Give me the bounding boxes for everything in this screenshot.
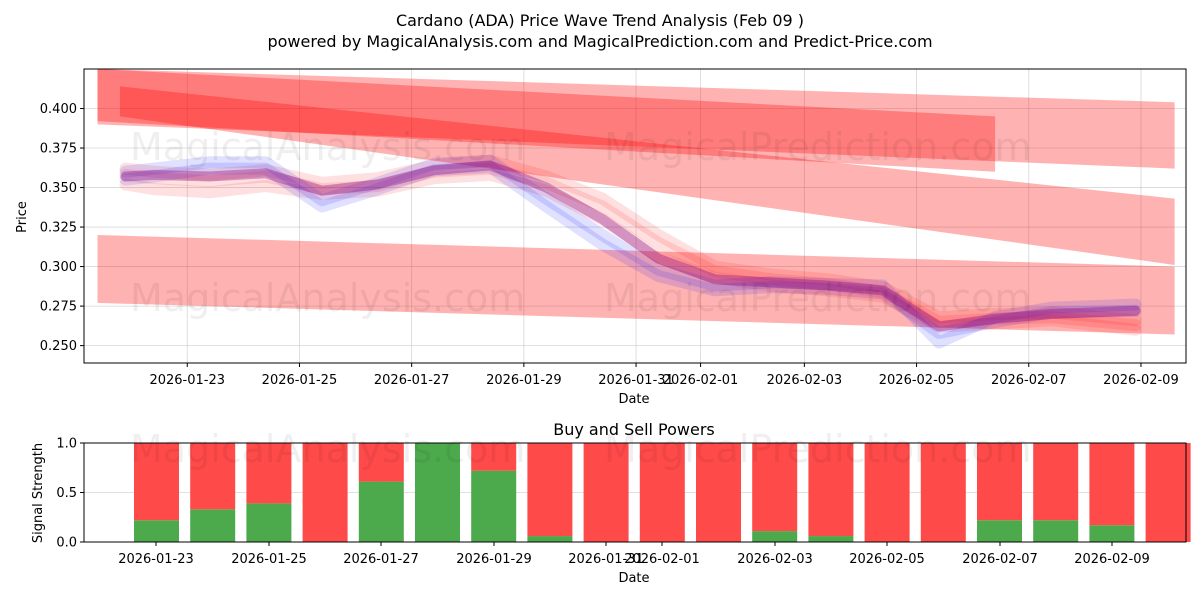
x-tick-label: 2026-02-01 <box>624 552 700 567</box>
x-tick-label: 2026-02-09 <box>1074 552 1150 567</box>
buy-bar <box>358 481 404 542</box>
price-y-axis-label: Price <box>15 201 30 233</box>
buy-bar <box>977 520 1022 542</box>
x-tick-label: 2026-02-07 <box>991 373 1067 388</box>
sell-bar <box>920 443 966 542</box>
sell-bar <box>696 443 741 542</box>
sell-bar <box>752 443 798 532</box>
price-line-wave-purple <box>120 160 1141 332</box>
y-tick-label: 0.350 <box>40 181 77 196</box>
buy-bar <box>415 443 460 542</box>
x-tick-label: 2026-02-01 <box>663 373 739 388</box>
y-tick-label: 1.0 <box>56 437 77 452</box>
watermark-left: MagicalAnalysis.com <box>130 427 525 471</box>
sell-bar <box>134 443 179 521</box>
trend-band-upper-band-1 <box>97 69 1175 169</box>
trend-band-upper-band-2 <box>119 86 1175 265</box>
x-tick-label: 2026-01-29 <box>486 373 562 388</box>
y-tick-label: 0.400 <box>40 102 77 117</box>
watermark-group-top: MagicalAnalysis.com MagicalPrediction.co… <box>130 125 1032 320</box>
buy-bar <box>752 531 798 542</box>
signal-axes: 2026-01-23 2026-01-25 2026-01-27 2026-01-29… <box>56 437 1149 568</box>
sell-bar <box>808 443 854 537</box>
x-tick-label: 2026-02-03 <box>767 373 843 388</box>
signal-chart-title: Buy and Sell Powers <box>553 420 715 439</box>
watermark-right: MagicalPrediction.com <box>604 125 1032 169</box>
price-x-axis-label: Date <box>618 392 649 407</box>
x-tick-label: 2026-01-23 <box>118 552 194 567</box>
x-tick-label: 2026-01-25 <box>262 373 338 388</box>
buy-bar <box>1033 520 1079 542</box>
buy-bar <box>808 536 854 542</box>
y-tick-label: 0.300 <box>40 260 77 275</box>
sell-bar <box>471 443 517 471</box>
sell-bar <box>1033 443 1079 521</box>
buy-bar <box>246 503 292 542</box>
sell-bar <box>1145 443 1191 542</box>
price-line-wave-red-1 <box>119 162 1142 332</box>
x-tick-label: 2026-02-07 <box>962 552 1038 567</box>
watermark-group-bottom: MagicalAnalysis.com MagicalPrediction.co… <box>130 427 1032 471</box>
sell-bar <box>190 443 236 510</box>
x-tick-label: 2026-01-31 <box>598 373 674 388</box>
trend-bands <box>97 69 1175 335</box>
price-line-wave-blue-1 <box>119 154 1142 349</box>
y-tick-label: 0.5 <box>56 486 77 501</box>
watermark-right: MagicalPrediction.com <box>604 427 1032 471</box>
x-tick-label: 2026-01-23 <box>149 373 225 388</box>
sell-bar <box>246 443 292 504</box>
signal-x-axis-label: Date <box>618 571 649 586</box>
x-tick-label: 2026-01-31 <box>568 552 644 567</box>
y-tick-label: 0.0 <box>56 536 77 551</box>
price-line-wave-red-2 <box>119 168 1142 336</box>
buy-bar <box>134 520 179 542</box>
y-tick-label: 0.375 <box>40 142 77 157</box>
sell-bar <box>639 443 685 542</box>
x-tick-label: 2026-02-09 <box>1103 373 1179 388</box>
sell-bar <box>977 443 1022 521</box>
x-tick-label: 2026-01-27 <box>343 552 419 567</box>
price-plot-frame <box>83 68 1187 364</box>
sell-bar <box>864 443 910 542</box>
trend-band-upper-band-3 <box>97 69 996 172</box>
watermark-left: MagicalAnalysis.com <box>130 276 525 320</box>
chart-subtitle: powered by MagicalAnalysis.com and Magic… <box>267 32 932 51</box>
y-tick-label: 0.275 <box>40 300 77 315</box>
signal-y-axis-label: Signal Strength <box>31 443 46 543</box>
price-waves <box>119 154 1142 349</box>
buy-bar <box>471 470 517 542</box>
buy-bar <box>190 509 236 542</box>
watermark-left: MagicalAnalysis.com <box>130 125 525 169</box>
signal-bars <box>134 443 1191 542</box>
sell-bar <box>583 443 629 542</box>
buy-bar <box>527 536 573 542</box>
sell-bar <box>1089 443 1135 526</box>
chart-title: Cardano (ADA) Price Wave Trend Analysis … <box>396 11 804 30</box>
sell-bar <box>527 443 573 537</box>
x-tick-label: 2026-01-25 <box>231 552 307 567</box>
y-tick-label: 0.250 <box>40 339 77 354</box>
trend-band-lower-band <box>97 234 1175 335</box>
price-axes: 2026-01-23 2026-01-25 2026-01-27 2026-01-29… <box>40 102 1179 388</box>
x-tick-label: 2026-01-27 <box>374 373 450 388</box>
buy-bar <box>1089 525 1135 542</box>
x-tick-label: 2026-02-03 <box>737 552 813 567</box>
watermark-right: MagicalPrediction.com <box>604 276 1032 320</box>
y-tick-label: 0.325 <box>40 221 77 236</box>
x-tick-label: 2026-01-29 <box>456 552 532 567</box>
sell-bar <box>302 443 348 542</box>
price-line-wave-red-3 <box>119 154 1142 327</box>
x-tick-label: 2026-02-05 <box>849 552 925 567</box>
sell-bar <box>358 443 404 482</box>
price-line-wave-blue-2 <box>119 161 1142 339</box>
price-grid <box>84 69 1186 363</box>
x-tick-label: 2026-02-05 <box>879 373 955 388</box>
